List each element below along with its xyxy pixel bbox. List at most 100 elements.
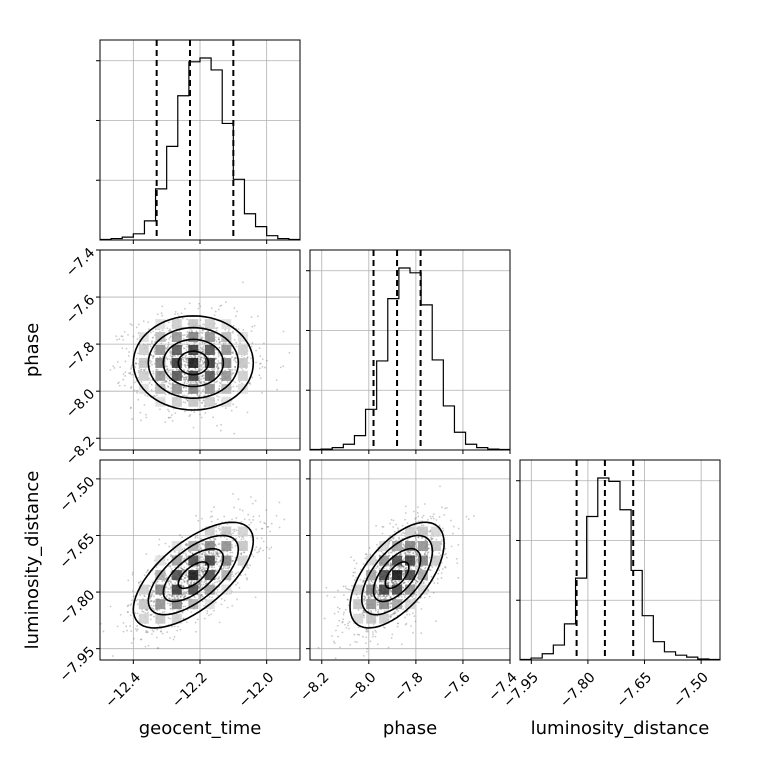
scatter-point <box>174 566 176 569</box>
scatter-point <box>265 509 268 511</box>
scatter-point <box>195 514 197 517</box>
scatter-point <box>213 539 215 542</box>
scatter-point <box>400 643 403 646</box>
scatter-point <box>457 576 460 579</box>
scatter-point <box>435 538 438 541</box>
scatter-point <box>183 580 185 582</box>
scatter-point <box>404 623 407 626</box>
scatter-point <box>177 594 180 597</box>
scatter-point <box>192 565 195 568</box>
scatter-point <box>352 571 355 574</box>
scatter-point <box>127 579 130 582</box>
scatter-point <box>182 596 185 599</box>
scatter-point <box>156 647 159 649</box>
scatter-point <box>218 338 221 341</box>
scatter-point <box>392 613 395 615</box>
scatter-point <box>195 380 197 383</box>
scatter-point <box>402 543 405 546</box>
scatter-point <box>256 537 259 540</box>
scatter-point <box>200 364 203 366</box>
scatter-point <box>169 383 172 386</box>
scatter-point <box>224 407 227 409</box>
scatter-point <box>344 623 346 626</box>
scatter-point <box>248 362 250 364</box>
scatter-point <box>199 596 202 598</box>
scatter-point <box>199 358 202 361</box>
scatter-point <box>174 311 177 313</box>
scatter-point <box>199 567 202 570</box>
scatter-point <box>166 368 168 371</box>
scatter-point <box>168 329 170 332</box>
scatter-point <box>183 581 186 584</box>
scatter-point <box>185 378 188 380</box>
scatter-point <box>248 382 251 385</box>
scatter-point <box>119 613 122 616</box>
scatter-point <box>171 356 174 358</box>
scatter-point <box>397 527 399 530</box>
scatter-panel-phase-luminosity_distance <box>306 459 511 664</box>
scatter-point <box>136 389 138 392</box>
scatter-point <box>346 598 349 601</box>
scatter-point <box>198 574 201 576</box>
scatter-point <box>377 601 379 604</box>
scatter-point <box>233 530 236 533</box>
scatter-point <box>260 527 263 530</box>
scatter-point <box>365 642 367 645</box>
scatter-point <box>392 612 395 615</box>
scatter-point <box>198 574 201 577</box>
scatter-point <box>399 553 402 555</box>
scatter-point <box>363 577 366 580</box>
scatter-point <box>348 627 350 630</box>
scatter-point <box>401 570 404 572</box>
density-cell <box>392 570 403 581</box>
scatter-point <box>275 379 278 382</box>
scatter-point <box>233 359 235 361</box>
scatter-point <box>440 572 443 575</box>
scatter-point <box>361 612 364 615</box>
scatter-point <box>166 558 169 561</box>
scatter-point <box>380 580 382 583</box>
scatter-point <box>212 552 215 555</box>
scatter-point <box>201 571 204 573</box>
scatter-point <box>377 597 379 600</box>
hist-panel-geocent_time <box>96 39 301 244</box>
scatter-point <box>176 595 179 598</box>
scatter-point <box>224 567 227 570</box>
scatter-point <box>347 598 349 601</box>
scatter-point <box>182 360 185 362</box>
scatter-point <box>223 599 226 602</box>
scatter-point <box>166 631 169 634</box>
scatter-point <box>168 545 171 548</box>
scatter-point <box>199 346 202 349</box>
contour-level-0 <box>384 561 410 590</box>
scatter-point <box>116 361 119 363</box>
scatter-point <box>235 406 238 408</box>
scatter-point <box>153 348 156 351</box>
density-cell <box>379 570 390 581</box>
scatter-point <box>170 586 173 589</box>
contour-level-1 <box>372 547 422 603</box>
y-tick-label: −7.8 <box>63 339 98 374</box>
scatter-point <box>354 640 356 643</box>
scatter-point <box>185 357 188 360</box>
scatter-point <box>168 594 171 597</box>
scatter-point <box>185 386 188 389</box>
scatter-point <box>147 569 149 571</box>
scatter-point <box>171 608 174 611</box>
scatter-point <box>364 553 367 555</box>
scatter-point <box>116 338 118 341</box>
scatter-point <box>115 335 118 338</box>
density-cell <box>171 396 182 407</box>
scatter-point <box>404 505 407 508</box>
scatter-point <box>192 426 195 429</box>
scatter-point <box>331 635 333 637</box>
scatter-point <box>193 355 196 357</box>
scatter-point <box>198 564 201 567</box>
scatter-point <box>166 358 169 361</box>
scatter-point <box>164 542 167 545</box>
scatter-point <box>452 525 455 528</box>
density-cell <box>171 584 182 595</box>
scatter-point <box>170 356 173 358</box>
scatter-point <box>366 647 369 650</box>
density-cell <box>171 613 182 624</box>
